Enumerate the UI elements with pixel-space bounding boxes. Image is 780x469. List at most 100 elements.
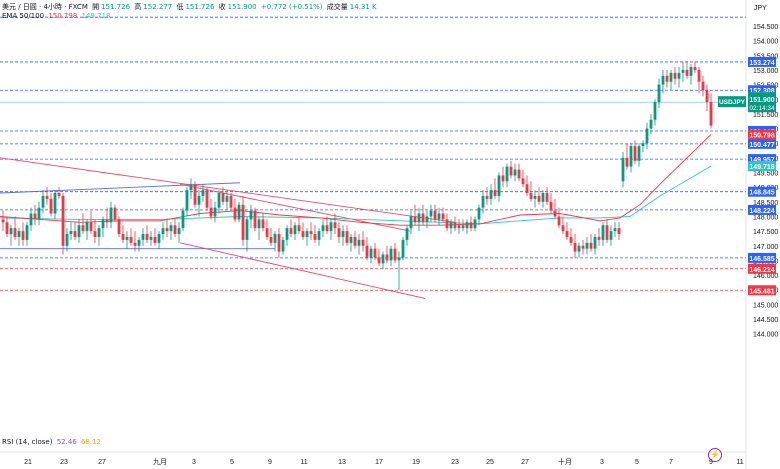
candle-body [209,207,213,217]
y-tick-label: 148.000 [753,214,778,221]
x-tick-label: 13 [338,459,346,466]
candle-body [613,228,617,232]
candle-body [473,219,477,229]
candle-body [397,257,401,261]
candle-body [185,190,189,211]
candle-body [85,222,89,232]
candle-body [29,213,33,226]
lightning-icon[interactable]: ⚡ [708,448,722,462]
candle-body [489,190,493,199]
x-tick-label: 27 [521,459,529,466]
candle-body [9,228,13,235]
candle-body [89,222,93,232]
candle-body [373,248,377,258]
ema-value-tag [748,129,776,140]
candle-body [421,213,425,223]
close-label: 收 [218,3,226,11]
candle-body [345,231,349,243]
candle-body [681,69,685,73]
level-label: 153.274 [749,60,774,67]
candle-body [265,228,269,237]
level-tag [748,204,776,215]
candle-body [521,178,525,185]
candle-body [173,225,177,235]
candle-body [377,257,381,264]
symbol-tag-label: USDJPY [719,99,746,106]
candle-body [141,234,145,240]
candle-body [665,75,669,82]
x-tick-label: 17 [375,459,383,466]
ema-legend[interactable]: EMA 50/100 150.798 149.718 [2,12,112,20]
x-tick-label: 7 [669,459,673,466]
level-tag [748,56,776,67]
candle-body [453,222,457,229]
candle-body [121,234,125,240]
candle-body [641,143,645,147]
candle-body [301,231,305,237]
candle-body [581,245,585,249]
price-tag-label: 151.900 [749,97,774,104]
candle-body [577,245,581,252]
y-tick-label: 154.500 [753,24,778,31]
candle-body [101,219,105,229]
candle-body [569,236,573,243]
candle-body [385,254,389,261]
candle-body [445,219,449,229]
open-label: 開 [92,3,100,11]
candle-body [629,146,633,167]
rsi-value: 52.46 [56,438,77,446]
candle-body [21,231,25,240]
ema100-value: 149.718 [81,12,111,20]
candle-body [401,239,405,258]
candle-body [617,228,621,235]
candle-body [585,242,589,249]
candle-body [365,245,369,258]
candle-body [541,193,545,202]
candle-body [77,225,81,237]
level-label: 148.845 [749,190,774,197]
candle-body [353,236,357,246]
candle-body [25,225,29,240]
high-value: 152.277 [143,3,173,11]
candle-body [605,225,609,240]
candle-body [405,228,409,240]
x-tick-label: 23 [60,459,68,466]
candle-body [449,222,453,229]
candle-body [329,222,333,232]
candle-body [309,231,313,235]
candle-body [653,102,657,120]
candle-body [165,228,169,232]
rsi-label: RSI (14, close) [2,438,53,446]
candle-body [469,222,473,229]
symbol-tag [718,96,746,108]
candle-body [197,195,201,205]
candle-body [313,234,317,240]
candle-body [317,231,321,240]
candle-body [697,69,701,82]
candle-body [129,236,133,243]
candle-body [233,207,237,220]
candle-body [105,219,109,223]
ema50-line [0,134,712,226]
candle-body [245,219,249,240]
x-tick-label: 21 [24,459,32,466]
candle-body [93,231,97,237]
rsi-legend[interactable]: RSI (14, close) 52.46 68.12 [2,438,103,446]
candle-body [205,190,209,208]
level-label: 152.308 [749,88,774,95]
candle-body [549,201,553,211]
y-tick-label: 151.500 [753,112,778,119]
candle-body [145,234,149,240]
candle-body [589,242,593,249]
candle-body [157,234,161,243]
candle-body [513,169,517,176]
candle-body [273,234,277,243]
candle-body [693,67,697,70]
candle-body [677,72,681,79]
candle-body [257,219,261,229]
candle-body [545,193,549,202]
candle-body [325,225,329,232]
channel-line [0,182,241,194]
level-label: 146.585 [749,256,774,263]
